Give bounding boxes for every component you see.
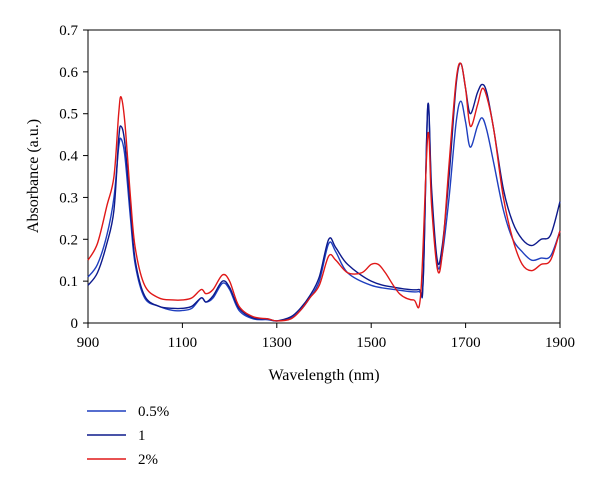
x-tick-label: 1500 xyxy=(356,335,386,351)
legend-label-3: 2% xyxy=(138,452,158,468)
series-line-3 xyxy=(87,62,561,322)
series-lines xyxy=(87,62,561,322)
y-tick-label: 0.6 xyxy=(59,65,78,81)
y-tick-label: 0.1 xyxy=(59,274,78,290)
series-line-1 xyxy=(87,100,561,322)
x-tick-label: 900 xyxy=(77,335,100,351)
y-tick-label: 0.7 xyxy=(59,23,78,39)
y-axis-title: Absorbance (a.u.) xyxy=(25,119,42,233)
y-tick-label: 0.2 xyxy=(59,232,78,248)
x-tick-label: 1100 xyxy=(168,335,197,351)
y-tick-label: 0.5 xyxy=(59,107,78,123)
x-tick-label: 1900 xyxy=(545,335,575,351)
x-tick-label: 1300 xyxy=(262,335,292,351)
axes: 900 1100 1300 1500 1700 1900 0 0.1 0.2 0.3 0.4 0.5 0… xyxy=(59,23,575,351)
legend: 0.5% 1 2% xyxy=(87,404,169,468)
y-tick-label: 0.3 xyxy=(59,190,78,206)
legend-label-1: 0.5% xyxy=(138,404,169,420)
series-line-2 xyxy=(87,62,561,322)
x-tick-label: 1700 xyxy=(451,335,481,351)
y-tick-label: 0 xyxy=(71,316,79,332)
legend-label-2: 1 xyxy=(138,428,146,444)
x-axis-title: Wavelength (nm) xyxy=(268,367,379,384)
plot-area xyxy=(87,29,561,324)
y-tick-label: 0.4 xyxy=(59,149,78,165)
